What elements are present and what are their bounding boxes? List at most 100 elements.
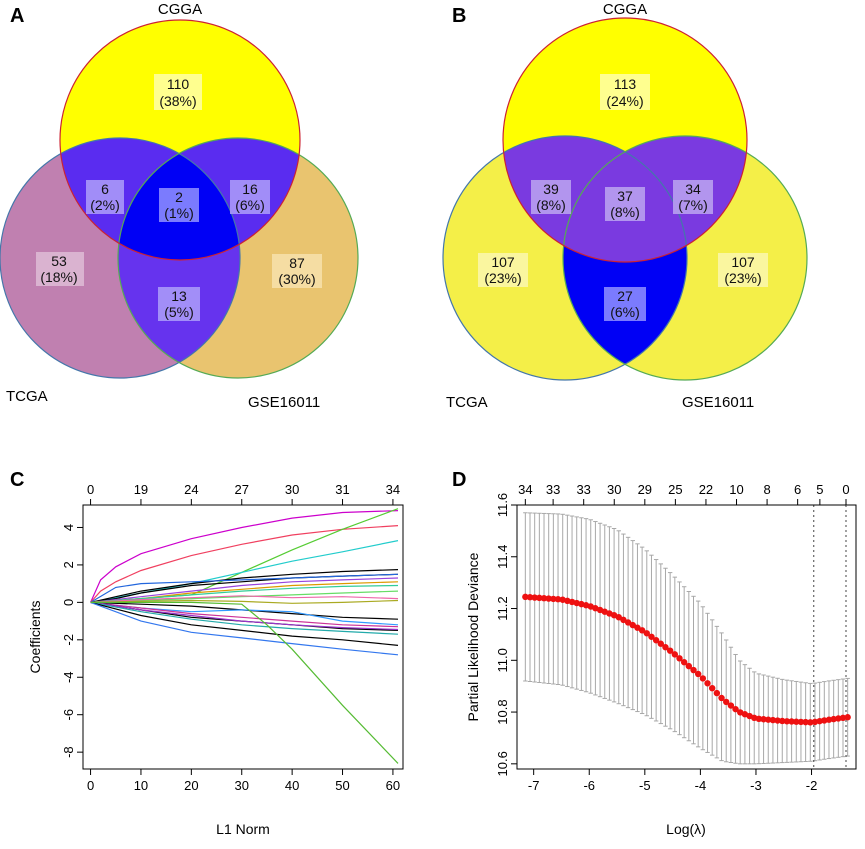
count: 113 — [614, 76, 637, 92]
deviance-point — [657, 640, 665, 647]
count: 13 — [171, 288, 187, 304]
deviance-point — [774, 717, 781, 724]
deviance-point — [825, 716, 833, 723]
top-tick-label: 33 — [546, 482, 560, 497]
venn-b-region-cgga-tcga: 39 (8%) — [531, 180, 571, 214]
venn-b-label-tcga: TCGA — [446, 394, 488, 411]
x-tick-label: 30 — [235, 778, 249, 793]
coef-path-2 — [90, 525, 399, 603]
panel-letter-b: B — [452, 5, 466, 27]
count: 53 — [51, 253, 67, 269]
venn-a-region-cgga-only: 110 (38%) — [154, 74, 202, 110]
deviance-point — [713, 689, 721, 697]
count: 6 — [101, 181, 109, 197]
venn-b-region-gse-only: 107 (23%) — [718, 253, 768, 287]
deviance-point — [727, 702, 735, 709]
x-tick-label: -3 — [750, 778, 762, 793]
y-tick-label: 11.4 — [495, 545, 510, 569]
venn-b: B CGGA TCGA GSE16011 113 (24%) 39 (8%) — [442, 1, 808, 411]
top-tick-label: 34 — [386, 482, 400, 497]
deviance-point — [830, 715, 837, 723]
coef-path-20 — [90, 601, 399, 646]
count: 2 — [175, 189, 183, 205]
deviance-point — [844, 714, 851, 721]
x-tick-label: 20 — [184, 778, 198, 793]
deviance-point — [526, 594, 534, 601]
top-tick-label: 31 — [335, 482, 349, 497]
venn-a-region-tcga-only: 53 (18%) — [36, 252, 84, 286]
percent: (23%) — [724, 270, 761, 286]
x-axis-c: 0 10 20 30 40 50 60 — [87, 768, 400, 793]
top-tick-label: 30 — [285, 482, 299, 497]
deviance-point — [554, 596, 562, 603]
top-axis-c: 0 19 24 27 30 31 34 — [87, 482, 400, 506]
venn-a-label-cgga: CGGA — [158, 1, 202, 18]
top-tick-label: 5 — [816, 482, 823, 497]
y-tick-label: -4 — [61, 671, 76, 683]
coef-path-10 — [90, 584, 399, 603]
deviance-point — [522, 593, 529, 601]
lambda-reference-lines — [813, 505, 847, 769]
x-tick-label: 10 — [134, 778, 148, 793]
deviance-point — [550, 595, 557, 603]
deviance-point — [779, 717, 786, 725]
deviance-point — [624, 619, 632, 626]
coef-path-8 — [90, 577, 399, 603]
deviance-point — [620, 616, 627, 624]
venn-a-region-cgga-tcga: 6 (2%) — [86, 180, 124, 214]
top-tick-label: 0 — [842, 482, 849, 497]
deviance-point — [732, 705, 739, 713]
venn-b-region-cgga-only: 113 (24%) — [600, 74, 650, 110]
deviance-point — [690, 666, 697, 674]
percent: (18%) — [40, 269, 77, 285]
y-axis-d: 11.6 11.4 11.2 11.0 10.8 10.6 — [495, 493, 518, 776]
deviance-point — [699, 675, 707, 682]
deviance-point — [676, 655, 683, 662]
coef-path-11 — [90, 590, 399, 603]
deviance-point — [666, 647, 674, 654]
y-axis-title-d: Partial Likelihood Deviance — [465, 552, 481, 721]
y-tick-label: 10.8 — [495, 699, 510, 724]
top-tick-label: 8 — [763, 482, 770, 497]
coef-path-21 — [90, 601, 399, 656]
top-tick-label: 6 — [794, 482, 801, 497]
coef-path-18 — [90, 601, 399, 631]
x-tick-label: 50 — [335, 778, 349, 793]
venn-a-cgga-outline — [59, 19, 301, 261]
percent: (30%) — [278, 271, 315, 287]
deviance-point — [540, 595, 548, 602]
coef-path-12 — [90, 595, 399, 603]
deviance-point — [536, 594, 543, 602]
coef-path-22 — [90, 601, 399, 764]
x-axis-d: -7 -6 -5 -4 -3 -2 — [528, 768, 817, 793]
percent: (8%) — [610, 204, 640, 220]
percent: (5%) — [164, 304, 194, 320]
deviance-point — [807, 719, 814, 726]
count: 110 — [167, 76, 190, 92]
deviance-point — [652, 637, 660, 644]
top-tick-label: 0 — [87, 482, 94, 497]
coefficient-paths — [90, 508, 399, 764]
deviance-point — [783, 718, 791, 725]
coef-path-13 — [90, 599, 399, 604]
y-tick-label: 0 — [61, 599, 76, 606]
count: 87 — [289, 255, 305, 271]
deviance-point — [793, 718, 800, 725]
deviance-point — [797, 718, 805, 726]
top-tick-label: 30 — [607, 482, 621, 497]
venn-b-tcga-outline — [442, 135, 688, 381]
deviance-point — [788, 718, 795, 725]
deviance-point — [760, 716, 767, 723]
deviance-point — [718, 694, 725, 702]
panel-d: D -7 -6 -5 -4 -3 -2 11.611.411.211.010.810.6 … — [452, 469, 857, 837]
deviance-point — [662, 644, 669, 651]
venn-b-region-all: 37 (8%) — [605, 187, 645, 221]
x-tick-label: -5 — [639, 778, 651, 793]
deviance-point — [545, 595, 552, 602]
y-tick-label: -2 — [61, 634, 76, 646]
deviance-point — [634, 624, 641, 631]
percent: (38%) — [159, 93, 196, 109]
top-tick-label: 19 — [134, 482, 148, 497]
x-tick-label: 40 — [285, 778, 299, 793]
